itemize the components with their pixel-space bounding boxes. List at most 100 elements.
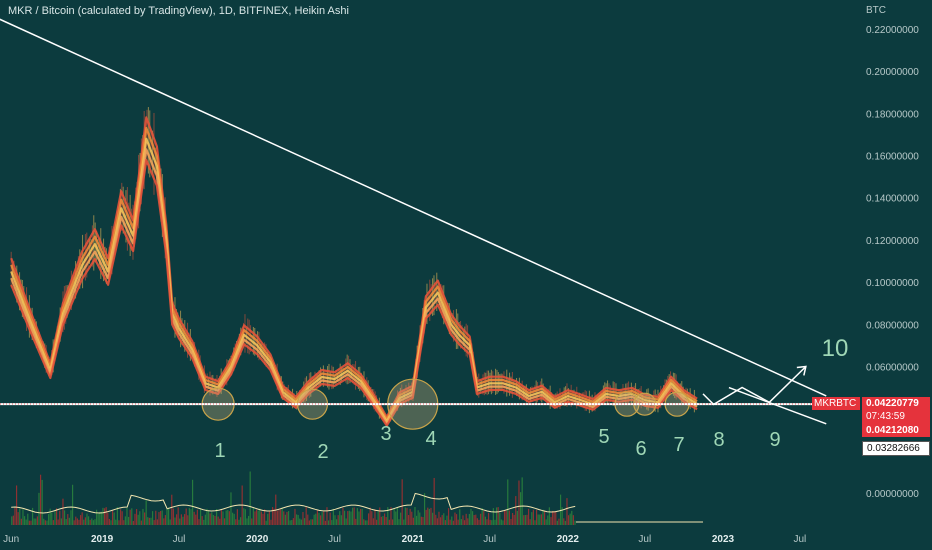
- volume-bar: [159, 511, 162, 525]
- volume-bar: [431, 512, 434, 525]
- candle-series: [10, 107, 698, 427]
- annotation-label: 8: [713, 429, 724, 451]
- price-tick: 0.16000000: [866, 152, 919, 163]
- chart-title: MKR / Bitcoin (calculated by TradingView…: [8, 5, 349, 17]
- volume-bar: [443, 513, 445, 525]
- volume-bar: [188, 508, 190, 525]
- volume-bar: [236, 509, 238, 525]
- volume-bar: [52, 520, 54, 525]
- volume-bar: [310, 519, 312, 525]
- volume-bar: [294, 508, 296, 525]
- volume-bar: [457, 519, 459, 525]
- volume-bar: [124, 516, 126, 525]
- volume-bar: [150, 517, 152, 525]
- volume-bar: [510, 518, 512, 525]
- volume-bar: [246, 518, 248, 525]
- volume-bar: [286, 511, 288, 525]
- projection-arrowhead: [796, 365, 807, 376]
- volume-bar: [135, 509, 138, 525]
- time-tick: Jul: [638, 534, 651, 545]
- volume-bar: [164, 515, 166, 525]
- volume-bar: [564, 520, 566, 525]
- volume-bar: [195, 514, 197, 525]
- volume-bar: [167, 507, 170, 525]
- volume-bar: [455, 514, 458, 525]
- volume-bar: [460, 519, 462, 525]
- volume-bar: [252, 507, 254, 525]
- volume-bar: [388, 519, 390, 525]
- volume-bar: [529, 519, 531, 525]
- volume-bar: [462, 515, 464, 525]
- volume-bar: [41, 479, 43, 525]
- volume-bar: [342, 507, 344, 525]
- volume-bar: [279, 509, 282, 525]
- bar-countdown: 07:43:59: [866, 411, 905, 422]
- volume-bar: [548, 507, 550, 525]
- volume-bar: [409, 508, 411, 525]
- volume-bar: [452, 520, 454, 525]
- price-tick: 0.18000000: [866, 109, 919, 120]
- volume-bar: [206, 508, 208, 525]
- volume-bar: [369, 507, 371, 525]
- volume-bar: [163, 518, 165, 525]
- volume-bar: [231, 512, 234, 525]
- volume-bar: [161, 510, 163, 525]
- volume-bar: [574, 520, 576, 525]
- volume-bar: [481, 508, 483, 525]
- volume-bar: [447, 508, 450, 525]
- volume-bar: [377, 511, 379, 525]
- projection-drop-line: [728, 386, 827, 425]
- time-axis[interactable]: Jun 2019 Jul 2020 Jul 2021 Jul 2022 Jul 2023 Jul: [3, 534, 806, 545]
- volume-bar: [491, 520, 493, 525]
- volume-bar: [319, 515, 322, 525]
- volume-bar: [110, 520, 112, 525]
- volume-bar: [155, 510, 157, 525]
- count-annotations: 1 2 3 4 5 6 7 8 9 10: [214, 335, 848, 463]
- volume-bar: [489, 519, 491, 525]
- volume-bar: [108, 518, 110, 525]
- volume-bar: [471, 511, 474, 525]
- volume-bar: [542, 509, 544, 525]
- price-tick: 0.06000000: [866, 362, 919, 373]
- volume-bar: [305, 507, 307, 525]
- symbol-badge: MKRBTC: [812, 397, 860, 410]
- ma-ribbon-line: [10, 126, 698, 421]
- volume-bar: [315, 513, 317, 525]
- volume-bar: [259, 508, 261, 525]
- volume-bar: [454, 512, 456, 525]
- volume-bar: [28, 520, 30, 525]
- volume-bar: [87, 516, 90, 525]
- volume-bar: [382, 516, 384, 525]
- volume-bar: [401, 479, 403, 525]
- volume-bar: [169, 519, 171, 525]
- volume-bar: [262, 513, 264, 525]
- volume-bar: [524, 515, 526, 525]
- volume-bar: [70, 510, 72, 525]
- volume-bar: [19, 508, 21, 525]
- volume-bar: [478, 519, 480, 525]
- volume-bar: [59, 510, 61, 525]
- volume-bar: [326, 507, 328, 525]
- volume-bar: [390, 507, 392, 525]
- support-price-badge: 0.04212080: [862, 424, 930, 437]
- volume-bar: [284, 514, 286, 525]
- volume-bar: [44, 520, 46, 525]
- volume-bar: [540, 514, 542, 525]
- volume-bar: [215, 509, 218, 525]
- volume-bar: [43, 518, 45, 525]
- last-price-badge: 0.04220779 07:43:59: [862, 397, 930, 424]
- volume-bar: [123, 520, 125, 525]
- volume-bar: [76, 518, 78, 525]
- volume-bar: [39, 474, 42, 525]
- volume-bar: [563, 518, 565, 525]
- volume-bar: [300, 519, 302, 525]
- volume-bar: [518, 480, 520, 525]
- volume-bar: [347, 511, 349, 525]
- volume-bar: [15, 485, 18, 525]
- time-tick: 2022: [557, 534, 580, 545]
- volume-bar: [476, 518, 478, 525]
- volume-bar: [36, 516, 38, 525]
- volume-bar: [569, 513, 571, 525]
- symbol-price-label: MKRBTC: [812, 397, 860, 410]
